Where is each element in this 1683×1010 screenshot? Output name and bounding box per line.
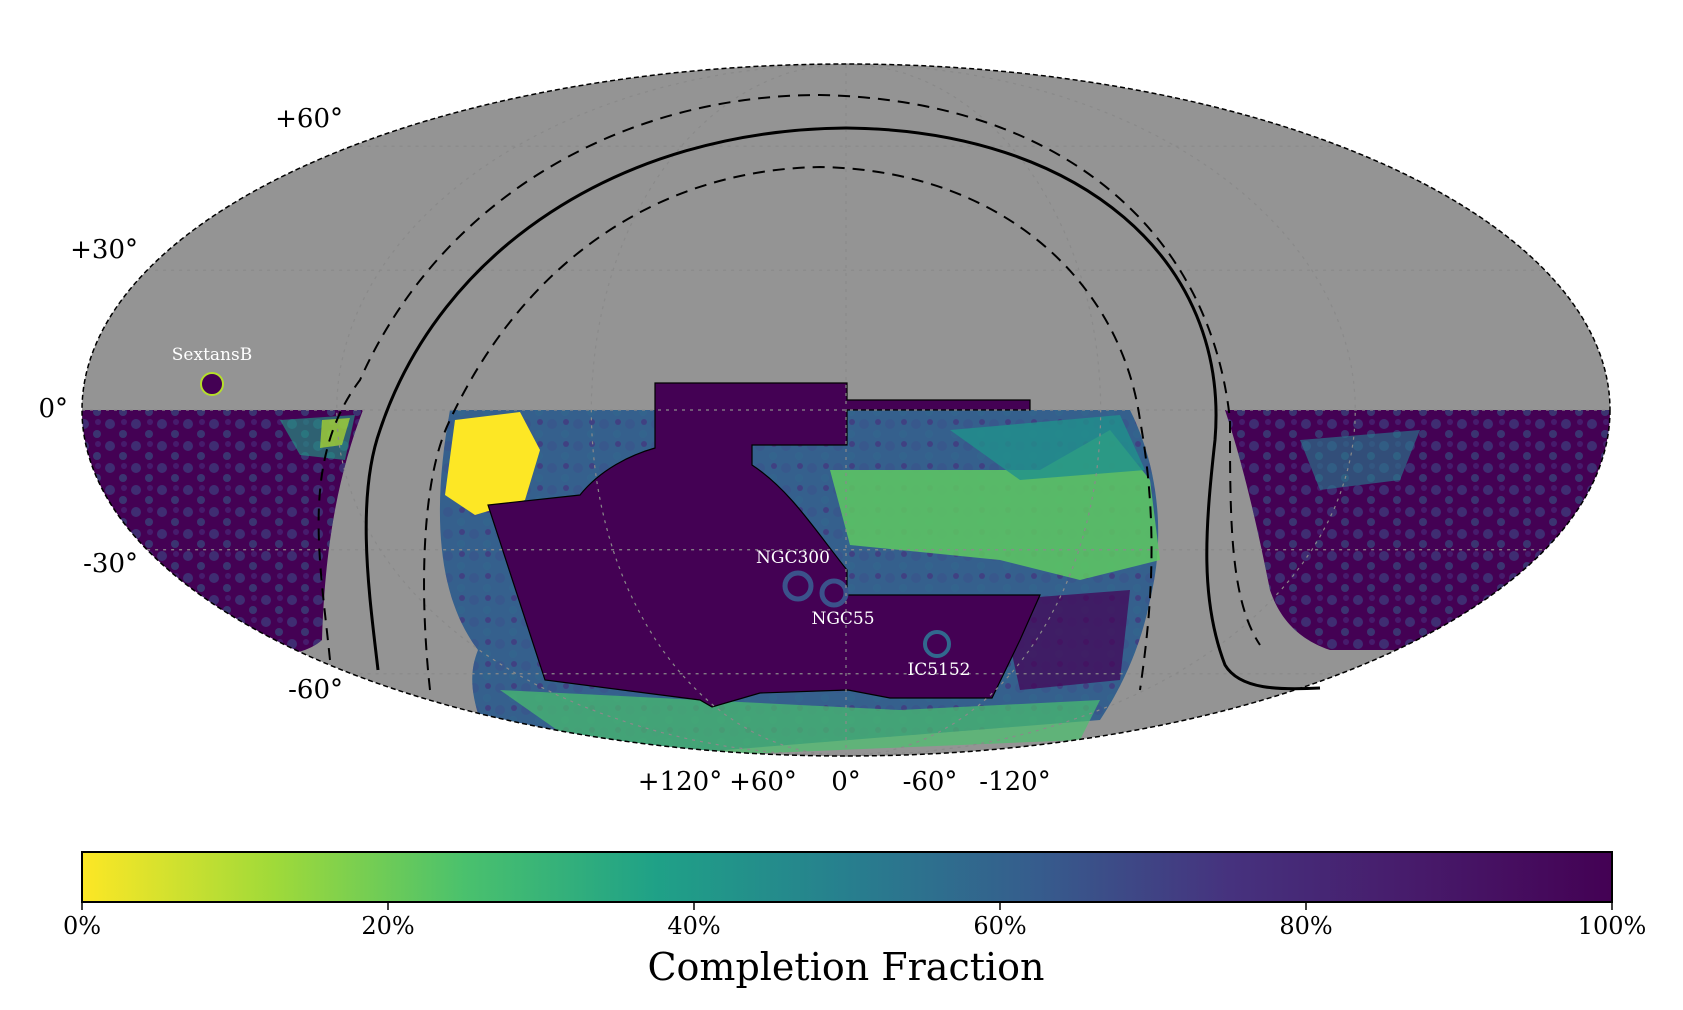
colorbar-tick-20: 20%: [361, 912, 414, 940]
dense-region: [487, 382, 1041, 708]
lat-label-0: 0°: [38, 394, 68, 424]
meridian-line: [590, 63, 847, 757]
longitude-labels: +120° +60° 0° -60° -120°: [638, 767, 1051, 797]
colorbar-tick-40: 40%: [667, 912, 720, 940]
coverage-texture-right: [1225, 410, 1610, 650]
lon-label-0: 0°: [831, 767, 861, 797]
lon-label-60: +60°: [729, 767, 797, 797]
map-outline: [81, 63, 1611, 757]
colorbar-tick-60: 60%: [973, 912, 1026, 940]
colorbar-tick-80: 80%: [1279, 912, 1332, 940]
colorbar-tick-100: 100%: [1578, 912, 1647, 940]
lon-label-120: +120°: [638, 767, 722, 797]
ic5152-ring: [923, 630, 951, 658]
colorbar-tick-0: 0%: [63, 912, 101, 940]
sextansb-marker: [200, 372, 224, 396]
lat-label-30: +30°: [70, 235, 138, 265]
lon-label-minus120: -120°: [979, 767, 1050, 797]
coverage-yellow-patch: [445, 412, 540, 515]
object-label-ngc300: NGC300: [756, 548, 830, 568]
latitude-labels: +60° +30° 0° -30° -60°: [38, 104, 343, 705]
coverage-teal-patch-east: [950, 415, 1145, 480]
coverage-green-patch-south: [500, 690, 1100, 756]
colorbar: 0% 20% 40% 60% 80% 100% Completion Fract…: [63, 851, 1647, 989]
lon-label-minus60: -60°: [903, 767, 958, 797]
galactic-plane-upper-bound: [317, 93, 1261, 661]
ngc300-ring: [782, 570, 814, 602]
object-label-ic5152: IC5152: [908, 660, 971, 680]
coverage-highlight-left-2: [320, 418, 350, 448]
colorbar-label: Completion Fraction: [647, 945, 1044, 989]
object-label-ngc55: NGC55: [811, 609, 874, 629]
object-label-sextansb: SextansB: [172, 345, 252, 365]
coverage-teal-patch-right: [1300, 430, 1420, 490]
meridian-line: [845, 63, 1102, 757]
galactic-plane: [364, 126, 1321, 691]
lat-label-minus30: -30°: [83, 549, 138, 579]
lat-label-60: +60°: [275, 104, 343, 134]
colorbar-ticks: [81, 902, 1613, 910]
coverage-dark-patch-south: [1000, 590, 1130, 690]
lat-label-minus60: -60°: [288, 675, 343, 705]
object-labels: SextansB NGC300 NGC55 IC5152: [172, 345, 971, 680]
graticule: [82, 63, 1610, 757]
colorbar-gradient: [81, 851, 1613, 903]
galactic-plane-lower-bound: [423, 165, 1153, 691]
map-body: [81, 63, 1611, 757]
